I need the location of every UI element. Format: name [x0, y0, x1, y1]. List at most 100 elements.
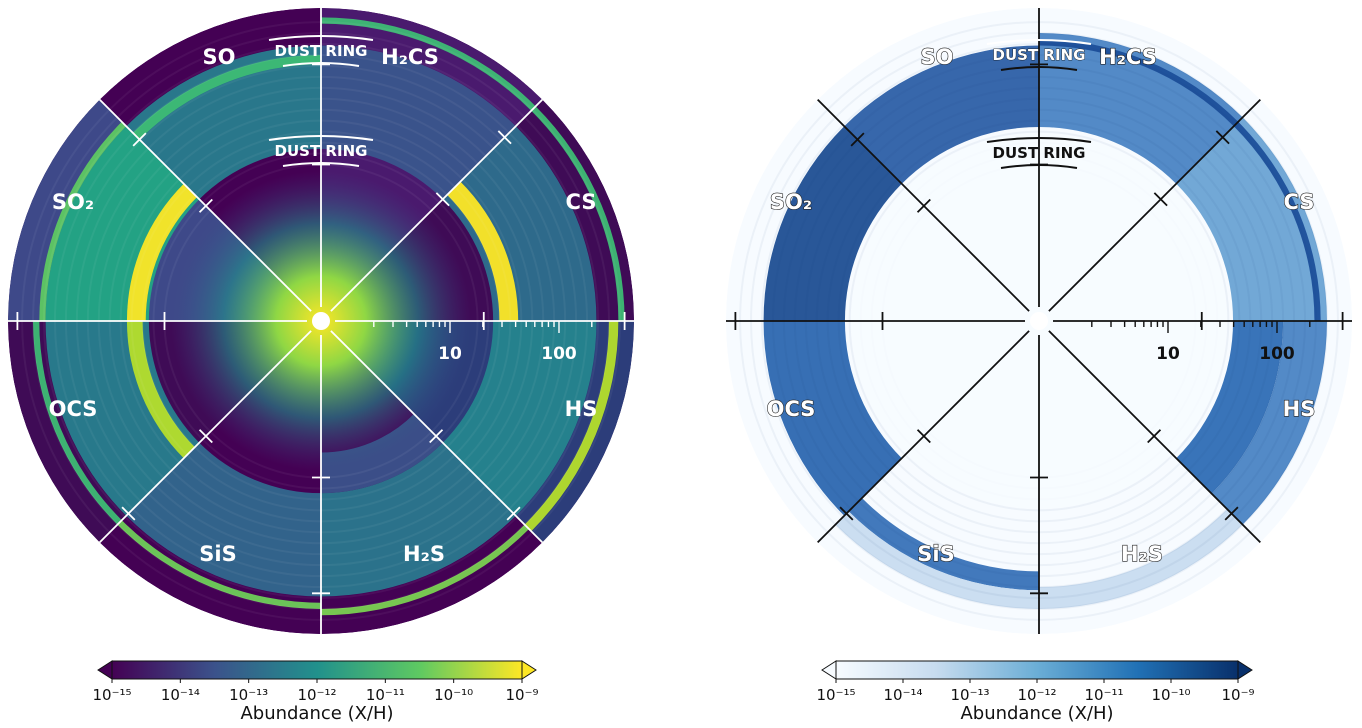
molecule-label: HS	[565, 397, 598, 421]
ring-band	[126, 442, 322, 597]
colorbar-tick-label: 10⁻¹⁴	[883, 686, 922, 704]
radial-tick-label: 100	[1259, 344, 1295, 364]
dust-ring-arc	[282, 62, 360, 67]
ring-band	[442, 321, 597, 516]
center-hole	[1030, 312, 1048, 330]
ring-band	[835, 511, 1039, 609]
dust-ring-label: DUST RING	[993, 144, 1086, 162]
molecule-label: SiS	[917, 542, 954, 566]
ring-band	[1176, 117, 1327, 321]
ring-band	[126, 183, 198, 321]
colorbar-bar	[835, 660, 1239, 680]
molecule-label: H₂S	[1121, 542, 1163, 566]
colorbar-tick-label: 10⁻¹⁰	[1151, 686, 1190, 704]
spoke-cap	[435, 192, 450, 207]
ring-band	[763, 126, 902, 322]
spoke-cap	[839, 506, 854, 521]
ring-band	[442, 126, 597, 322]
dust-ring-arc	[986, 137, 1092, 143]
ring-band	[45, 321, 200, 516]
spoke-cap	[497, 130, 512, 145]
colorbar-extend-high	[1237, 660, 1253, 680]
colorbar-tick-label: 10⁻¹³	[229, 686, 268, 704]
ring-band	[848, 498, 1039, 591]
spoke-cap	[121, 506, 136, 521]
spoke-cap	[916, 429, 931, 444]
colorbar-tick-label: 10⁻¹¹	[366, 686, 405, 704]
dust-ring-arc	[268, 35, 374, 41]
molecule-label: SO₂	[770, 190, 812, 214]
molecule-label: HS	[1283, 397, 1316, 421]
ring-band	[321, 45, 516, 200]
ring-band	[763, 321, 902, 516]
molecule-label: SO	[203, 45, 236, 69]
colorbar-extend-high	[521, 660, 537, 680]
spoke-cap	[506, 506, 521, 521]
colorbar-tick-label: 10⁻¹⁴	[161, 686, 200, 704]
dust-ring-label: DUST RING	[275, 142, 368, 160]
colorbar-extend-low	[97, 660, 113, 680]
ring-band	[45, 126, 200, 322]
radial-tick-label: 10	[438, 344, 462, 364]
molecule-label: CS	[566, 190, 597, 214]
ring-band	[321, 442, 516, 597]
colorbar-tick-label: 10⁻⁹	[1221, 686, 1254, 704]
ring-band	[447, 181, 519, 321]
ring-band	[1039, 33, 1243, 184]
colorbar-bar	[111, 660, 523, 680]
spoke-cap	[132, 132, 147, 147]
ring-band	[844, 45, 1039, 184]
molecule-label: H₂CS	[1099, 45, 1157, 69]
colorbar-tick-label: 10⁻¹⁵	[816, 686, 855, 704]
dust-ring-arc	[986, 39, 1092, 45]
spoke-cap	[1153, 192, 1168, 207]
molecule-label: H₂CS	[381, 45, 439, 69]
colorbar-label: Abundance (X/H)	[960, 703, 1113, 724]
colorbar-left: 10⁻¹⁵ 10⁻¹⁴ 10⁻¹³ 10⁻¹² 10⁻¹¹ 10⁻¹⁰ 10⁻⁹ Abunda…	[92, 660, 539, 724]
colorbar-right: 10⁻¹⁵ 10⁻¹⁴ 10⁻¹³ 10⁻¹² 10⁻¹¹ 10⁻¹⁰ 10⁻⁹ Abunda…	[816, 660, 1255, 724]
spoke-cap	[916, 198, 931, 213]
spoke	[1048, 99, 1261, 312]
molecule-label: SO	[921, 45, 954, 69]
colorbar-tick-label: 10⁻⁹	[505, 686, 538, 704]
spoke-cap	[850, 132, 865, 147]
dust-ring-arc	[268, 135, 374, 141]
molecule-label: H₂S	[403, 542, 445, 566]
dust-ring-label: DUST RING	[275, 42, 368, 60]
dust-ring-arc	[1000, 164, 1078, 169]
spoke-cap	[429, 429, 444, 444]
dust-ring-arc	[1000, 66, 1078, 71]
colorbar-tick-label: 10⁻¹⁵	[92, 686, 131, 704]
spoke	[330, 99, 543, 312]
colorbar-tick-label: 10⁻¹²	[1017, 686, 1056, 704]
polar-panel-left: 10 100 DUST RING DUST RING SO H₂CS CS HS H₂S SiS O…	[8, 8, 634, 724]
spoke-cap	[198, 429, 213, 444]
polar-panel-right: 10 100 DUST RING DUST RING SO H₂CS CS HS H₂S SiS O…	[726, 8, 1352, 724]
colorbar-tick-label: 10⁻¹²	[297, 686, 336, 704]
center-hole	[312, 312, 330, 330]
dust-ring-label: DUST RING	[993, 46, 1086, 64]
ring-band	[524, 321, 619, 532]
colorbar-tick-label: 10⁻¹¹	[1084, 686, 1123, 704]
molecule-label: OCS	[767, 397, 816, 421]
radial-tick-label: 100	[541, 344, 577, 364]
ring-band	[1211, 321, 1327, 525]
dust-ring-arc	[282, 162, 360, 167]
colorbar-tick-label: 10⁻¹⁰	[434, 686, 473, 704]
molecule-label: OCS	[49, 397, 98, 421]
ring-band	[126, 45, 322, 200]
molecule-label: SiS	[199, 542, 236, 566]
spoke-cap	[1147, 429, 1162, 444]
ring-band	[1039, 509, 1243, 609]
ring-band	[126, 321, 195, 459]
radial-tick-label: 10	[1156, 344, 1180, 364]
colorbar-label: Abundance (X/H)	[240, 703, 393, 724]
spoke-cap	[1215, 130, 1230, 145]
spoke-cap	[1224, 506, 1239, 521]
molecule-label: CS	[1284, 190, 1315, 214]
ring-band	[1176, 321, 1284, 494]
colorbar-tick-label: 10⁻¹³	[950, 686, 989, 704]
spoke-cap	[198, 198, 213, 213]
colorbar-extend-low	[821, 660, 837, 680]
